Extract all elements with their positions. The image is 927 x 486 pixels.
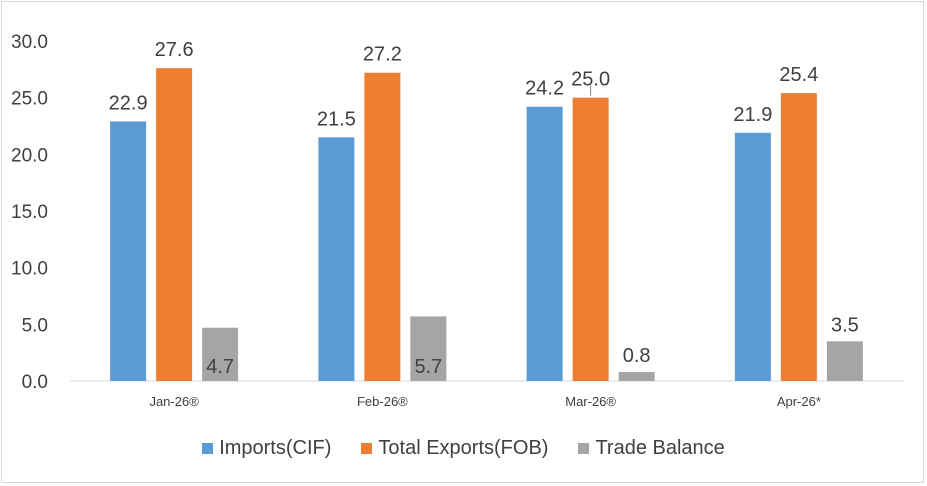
data-label: 24.2: [525, 78, 564, 100]
legend-item-exports: Total Exports(FOB): [361, 437, 548, 460]
data-label: 5.7: [414, 356, 442, 378]
data-label: 27.6: [155, 39, 194, 61]
legend-label-trade-balance: Trade Balance: [595, 436, 725, 459]
bar: [318, 137, 355, 381]
y-tick-label: 25.0: [11, 89, 48, 110]
bar: [572, 97, 609, 382]
data-label: 0.8: [623, 345, 651, 367]
legend-item-imports: Imports(CIF): [202, 437, 331, 460]
bar: [780, 93, 817, 381]
legend-label-imports: Imports(CIF): [219, 436, 332, 459]
legend-label-exports: Total Exports(FOB): [378, 436, 549, 459]
x-category-label: Mar-26®: [565, 394, 616, 409]
data-label: 21.5: [317, 108, 356, 130]
y-tick-label: 30.0: [11, 32, 48, 53]
legend: Imports(CIF) Total Exports(FOB) Trade Ba…: [0, 434, 927, 462]
legend-swatch-exports: [361, 442, 373, 454]
bar: [826, 341, 863, 381]
bar-chart: 0.0 5.0 10.0 15.0 20.0 25.0 30.0 22.9 27.6 4.7 Jan…: [11, 32, 903, 409]
data-label: 22.9: [109, 92, 148, 114]
data-label: 3.5: [831, 314, 859, 336]
legend-item-trade-balance: Trade Balance: [578, 436, 725, 460]
bar: [156, 68, 193, 381]
y-tick-label: 20.0: [11, 145, 48, 166]
data-label: 21.9: [733, 104, 772, 126]
data-label: 27.2: [363, 44, 402, 66]
bar: [734, 132, 771, 381]
data-label: 25.0: [571, 69, 610, 91]
bar: [110, 121, 147, 381]
x-category-label: Feb-26®: [357, 394, 408, 409]
bar: [618, 371, 655, 381]
y-tick-label: 0.0: [22, 372, 48, 393]
bar: [202, 327, 239, 381]
bar: [410, 316, 447, 381]
x-category-label: Jan-26®: [149, 394, 199, 409]
bar: [364, 72, 401, 381]
y-tick-label: 15.0: [11, 202, 48, 223]
y-tick-label: 10.0: [11, 259, 48, 280]
legend-swatch-imports: [202, 442, 214, 454]
x-category-label: Apr-26*: [777, 394, 821, 409]
legend-swatch-trade-balance: [578, 442, 590, 454]
data-label: 4.7: [206, 356, 234, 378]
y-tick-label: 5.0: [22, 315, 48, 336]
bar: [526, 106, 563, 381]
data-label: 25.4: [779, 64, 818, 86]
